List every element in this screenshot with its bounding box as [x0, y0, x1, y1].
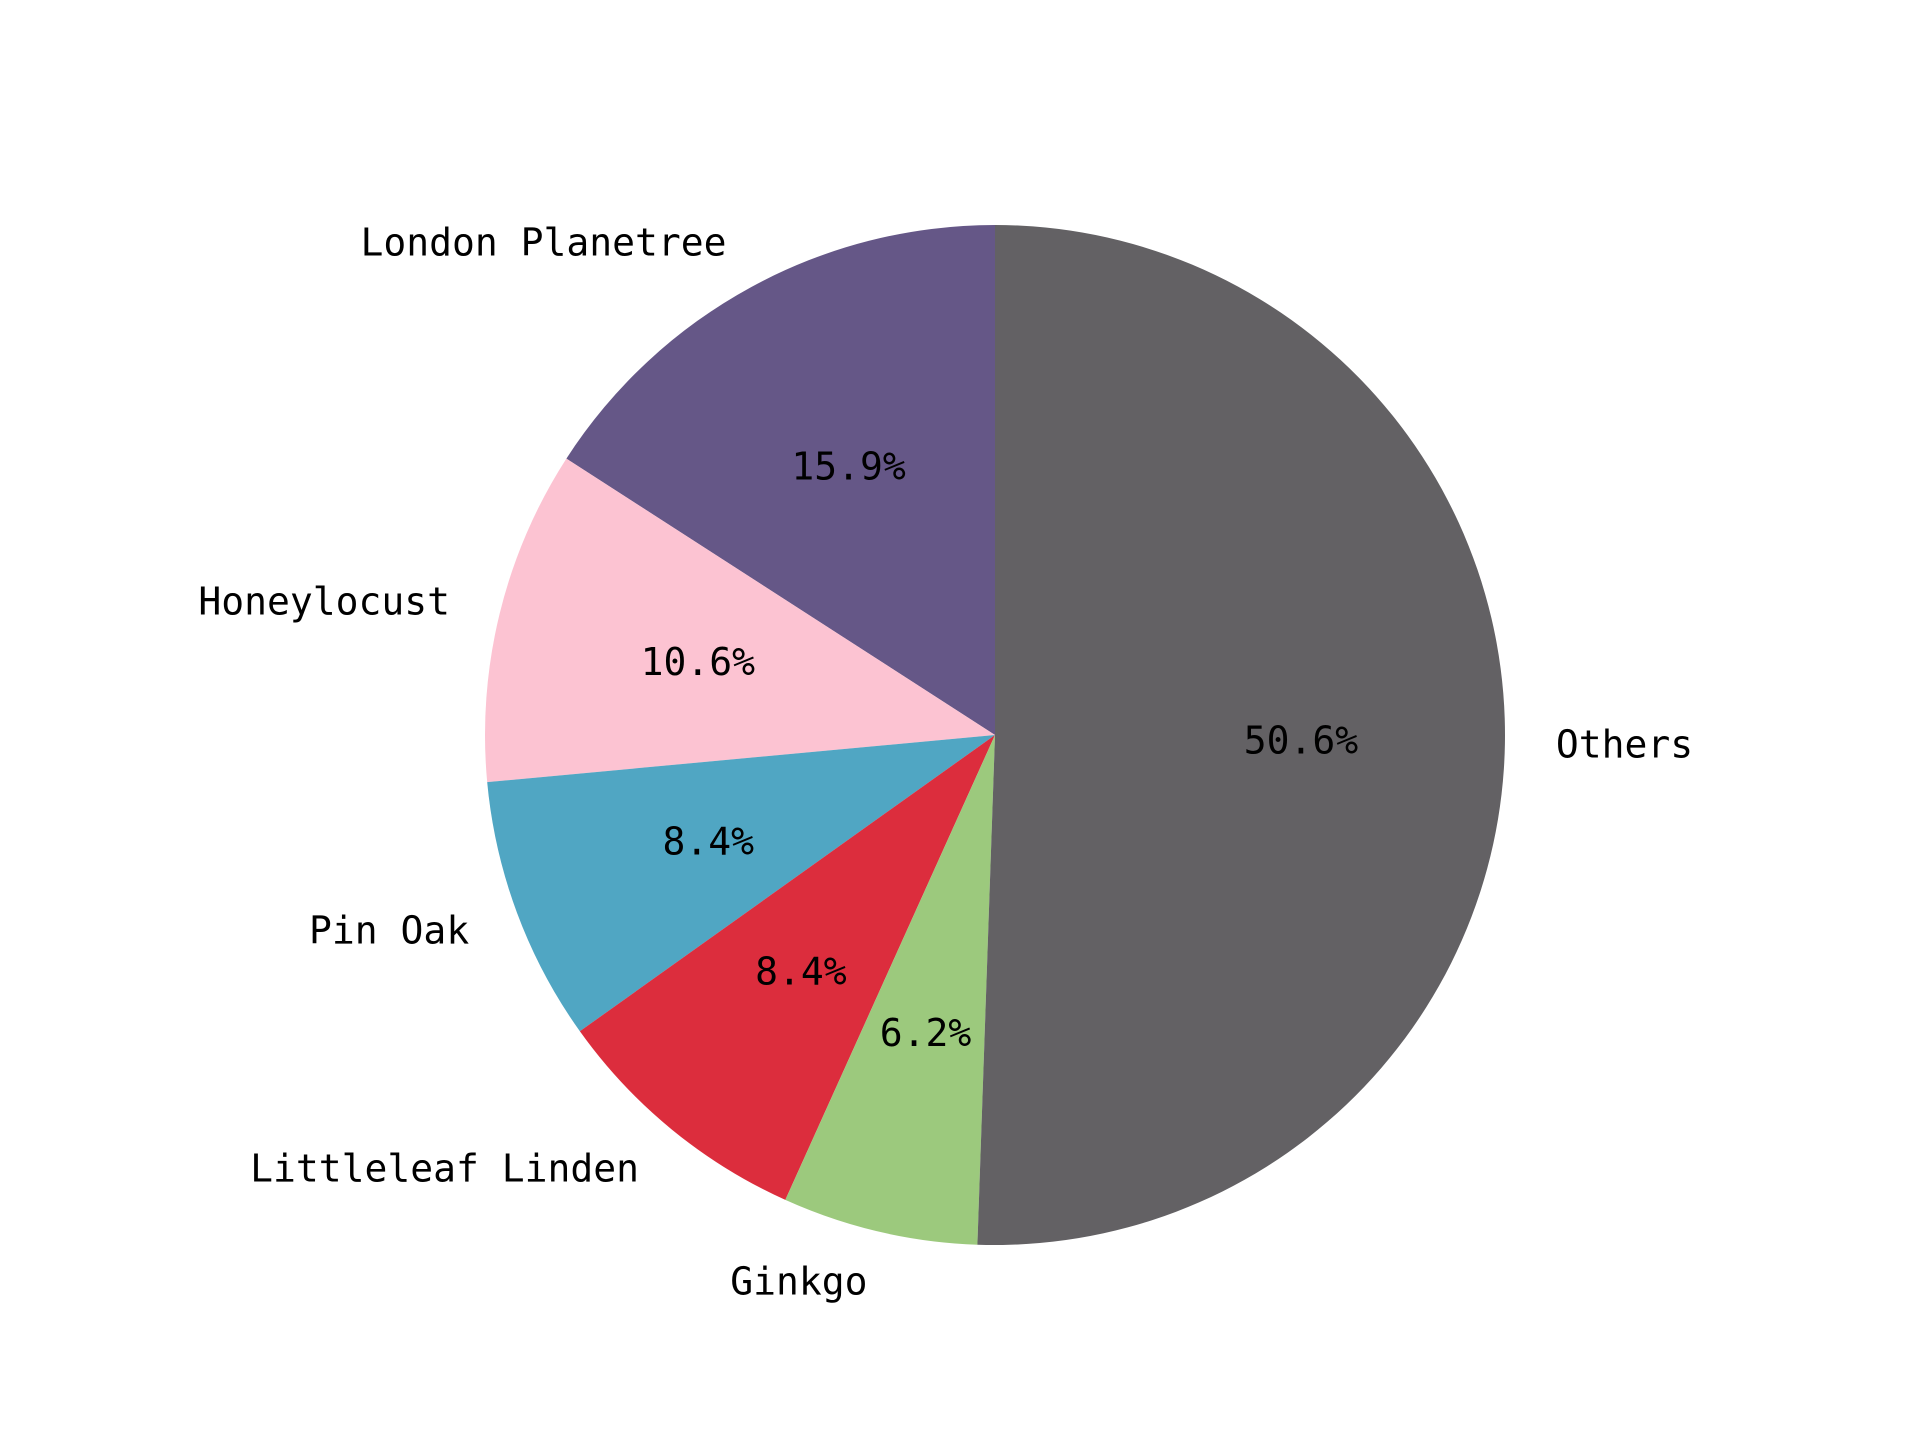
percent-label-ginkgo: 6.2%: [880, 1011, 972, 1055]
slice-label-ginkgo: Ginkgo: [730, 1259, 867, 1303]
slice-labels: London Planetree Honeylocust Pin Oak Little…: [198, 220, 1693, 1303]
percent-label-london-planetree: 15.9%: [791, 444, 906, 488]
percent-label-pin-oak: 8.4%: [662, 820, 754, 864]
pie-slice-honeylocust: [485, 458, 995, 783]
pie-slice-london-planetree: [566, 225, 995, 735]
slice-label-littleleaf-linden: Littleleaf Linden: [250, 1147, 639, 1191]
pie-slice-ginkgo: [785, 735, 995, 1245]
percent-labels: 15.9% 10.6% 8.4% 8.4% 6.2% 50.6%: [641, 444, 1359, 1055]
percent-label-others: 50.6%: [1244, 718, 1359, 762]
pie-slices: [485, 225, 1505, 1245]
percent-label-honeylocust: 10.6%: [641, 640, 756, 684]
percent-label-littleleaf-linden: 8.4%: [755, 950, 847, 994]
pie-slice-littleleaf-linden: [579, 735, 995, 1200]
pie-slice-others: [977, 225, 1505, 1245]
slice-label-honeylocust: Honeylocust: [198, 580, 450, 624]
pie-slice-pin-oak: [487, 735, 995, 1032]
slice-label-london-planetree: London Planetree: [360, 220, 726, 264]
slice-label-others: Others: [1556, 723, 1693, 767]
slice-label-pin-oak: Pin Oak: [309, 909, 469, 953]
